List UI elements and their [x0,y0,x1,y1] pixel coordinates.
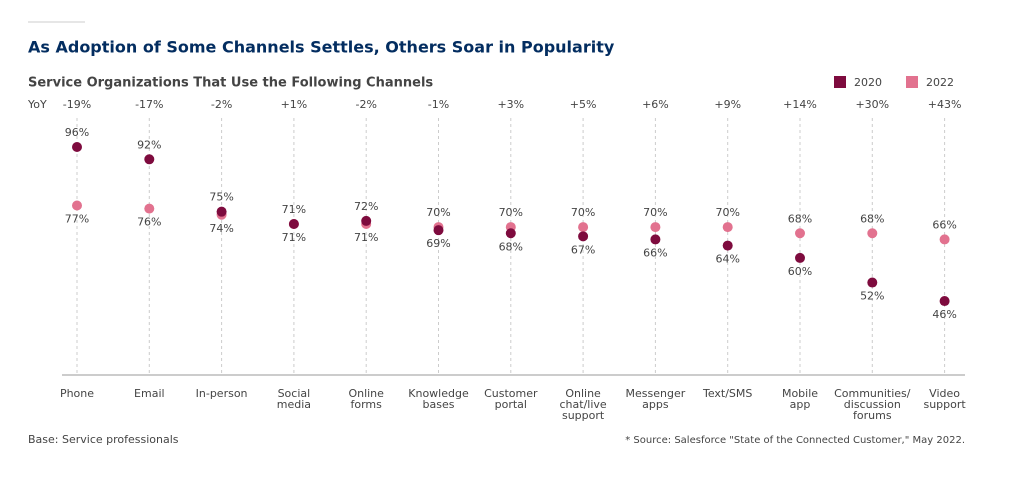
yoy-value: -2% [211,98,232,111]
dot [505,228,516,239]
dot [722,222,733,233]
dot [795,252,805,263]
legend-swatch [834,76,846,88]
dot [867,277,878,288]
yoy-value: +9% [714,98,741,111]
dot [578,222,589,233]
value-label: 70% [571,206,595,219]
dot [939,234,950,245]
value-label: 76% [137,216,161,229]
chart-subtitle: Service Organizations That Use the Follo… [28,76,433,91]
x-tick-label: Online forms [348,387,384,411]
value-label: 75% [209,191,233,204]
dot [650,222,661,233]
value-label: 92% [137,138,161,151]
x-tick-label: Communities/ discussion forums [834,387,911,422]
note: Base: Service professionals [28,433,179,446]
x-tick-label: Customer portal [484,387,538,411]
value-label: 71% [282,203,306,216]
legend-label: 2020 [854,76,882,89]
value-label: 71% [354,231,378,244]
yoy-label: YoY [27,98,47,111]
value-label: 96% [65,126,89,139]
value-label: 64% [715,253,739,266]
yoy-value: -17% [135,98,163,111]
value-label: 77% [65,213,89,226]
yoy-value: +1% [281,98,308,111]
dot [144,154,155,165]
yoy-value: +5% [570,98,597,111]
yoy-value: +3% [497,98,524,111]
x-tick-label: Online chat/live support [559,387,607,422]
dot [288,219,299,230]
yoy-value: +6% [642,98,669,111]
x-tick-label: Phone [59,387,95,400]
value-label: 68% [788,212,812,225]
dot [650,234,661,245]
dot [361,215,372,226]
value-label: 70% [643,206,667,219]
value-label: 70% [426,206,450,219]
dot [722,240,733,251]
chart-title: As Adoption of Some Channels Settles, Ot… [28,38,615,57]
value-label: 52% [860,290,884,303]
dot [578,231,589,242]
yoy-value: +43% [928,98,962,111]
value-label: 60% [788,265,812,278]
value-label: 70% [499,206,523,219]
value-label: 69% [426,237,450,250]
dot [144,203,155,214]
x-tick-label: In-person [195,387,248,400]
value-label: 46% [932,308,956,321]
dot [433,225,444,236]
dot [795,228,805,239]
x-tick-label: Text/SMS [702,387,753,400]
value-label: 68% [499,240,523,253]
yoy-value: -2% [355,98,376,111]
value-label: 70% [715,206,739,219]
x-tick-label: Knowledge bases [408,387,469,411]
value-label: 67% [571,243,595,256]
value-label: 72% [354,200,378,213]
yoy-value: +30% [855,98,889,111]
value-label: 68% [860,212,884,225]
value-label: 66% [643,246,667,259]
value-label: 71% [282,231,306,244]
x-tick-label: Video support [923,387,966,411]
dot [72,200,82,211]
value-label: 66% [932,218,956,231]
yoy-value: -19% [63,98,91,111]
legend-swatch [906,76,918,88]
yoy-value: -1% [428,98,449,111]
note: * Source: Salesforce "State of the Conne… [625,435,965,446]
x-tick-label: Social media [276,387,312,411]
x-tick-label: Messenger apps [625,387,686,411]
x-tick-label: Mobile app [781,387,819,411]
dot [867,228,878,239]
yoy-value: +14% [783,98,817,111]
legend-label: 2022 [926,76,954,89]
dot [939,296,950,307]
dot [72,141,82,152]
value-label: 74% [209,222,233,235]
dot [216,206,227,217]
x-tick-label: Email [134,387,165,400]
